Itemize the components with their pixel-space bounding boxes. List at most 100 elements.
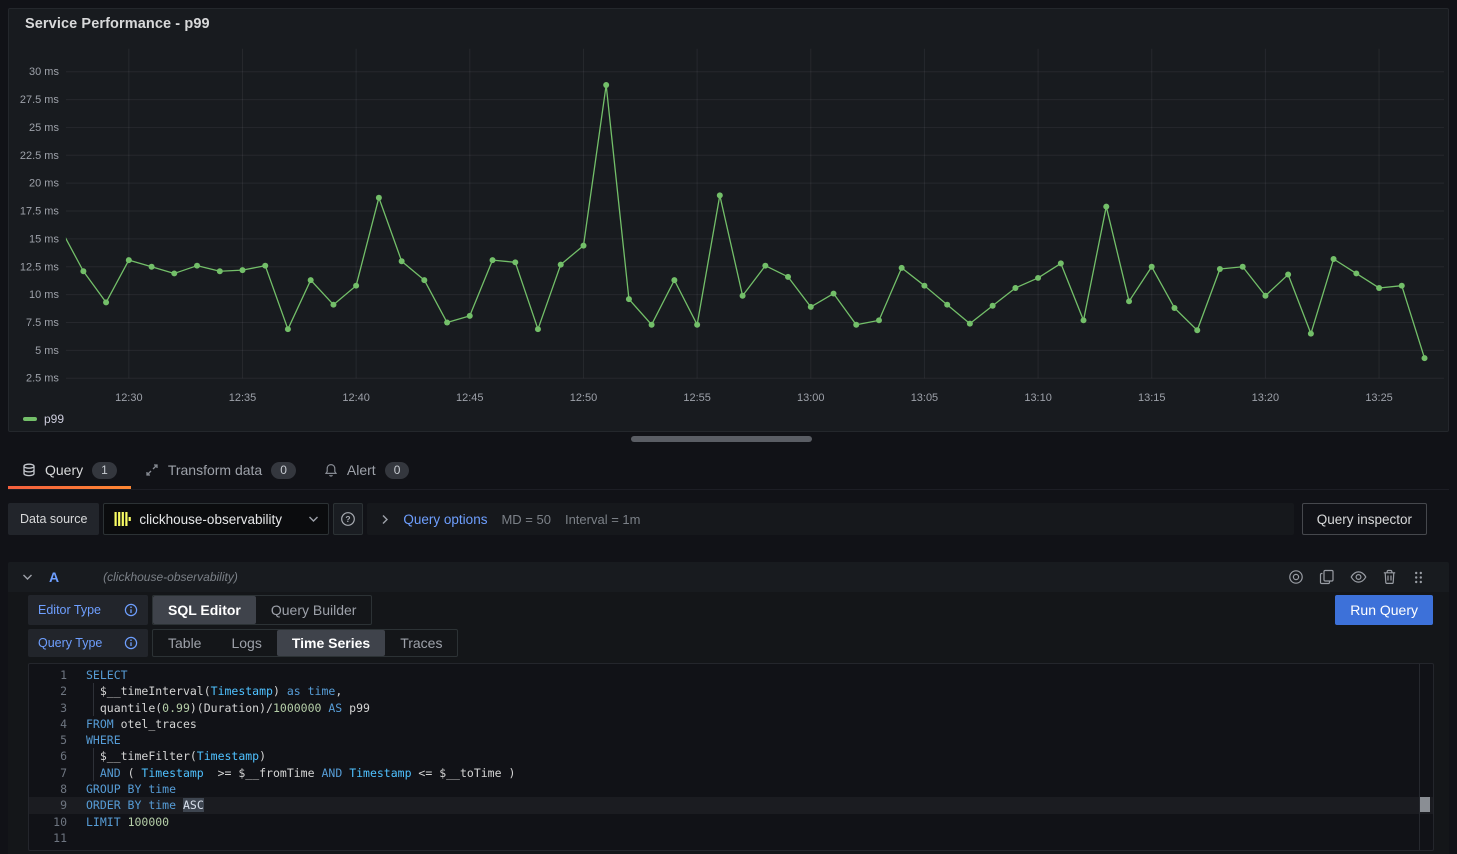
data-point (262, 263, 268, 269)
info-icon[interactable] (124, 603, 138, 617)
drag-handle-icon[interactable] (1412, 570, 1425, 585)
data-point (853, 322, 859, 328)
data-point (558, 262, 564, 268)
editor-type-query-builder[interactable]: Query Builder (256, 596, 372, 624)
svg-text:12:40: 12:40 (342, 392, 369, 404)
data-point (649, 322, 655, 328)
chevron-right-icon[interactable] (381, 514, 389, 525)
query-row-actions (1288, 569, 1425, 585)
data-point (330, 302, 336, 308)
datasource-help-button[interactable]: ? (333, 503, 363, 535)
svg-text:13:20: 13:20 (1252, 392, 1279, 404)
editor-cursor-marker (1420, 797, 1430, 812)
legend-series-swatch (23, 417, 37, 421)
svg-text:2.5 ms: 2.5 ms (26, 373, 59, 385)
svg-text:12:35: 12:35 (229, 392, 256, 404)
data-point (717, 192, 723, 198)
datasource-selected-value: clickhouse-observability (139, 512, 300, 527)
code-line[interactable]: 10LIMIT 100000 (29, 814, 1433, 830)
data-point (1240, 264, 1246, 270)
datasource-label: Data source (8, 503, 99, 535)
data-point (1376, 285, 1382, 291)
query-type-row: Query Type Table Logs Time Series Traces (28, 629, 1433, 657)
datasource-picker[interactable]: clickhouse-observability (103, 503, 329, 535)
query-type-time-series[interactable]: Time Series (277, 630, 385, 656)
editor-type-segmented-control: SQL Editor Query Builder (152, 595, 372, 625)
data-point (1353, 270, 1359, 276)
chevron-down-icon (308, 515, 319, 523)
data-point (1103, 204, 1109, 210)
code-line[interactable]: 4FROM otel_traces (29, 716, 1433, 732)
panel-title[interactable]: Service Performance - p99 (25, 16, 210, 32)
data-point (831, 291, 837, 297)
data-point (149, 264, 155, 270)
axis-labels: 2.5 ms5 ms7.5 ms10 ms12.5 ms15 ms17.5 ms… (20, 66, 1393, 404)
data-point (967, 321, 973, 327)
code-line[interactable]: 5WHERE (29, 732, 1433, 748)
query-type-traces[interactable]: Traces (385, 630, 457, 656)
tab-transform-label: Transform data (168, 462, 262, 478)
clickhouse-logo-icon (113, 510, 131, 528)
collapse-chevron-icon[interactable] (22, 573, 33, 581)
data-point (308, 277, 314, 283)
horizontal-scrollbar-track (8, 435, 1449, 445)
query-options-toggle[interactable]: Query options (403, 512, 487, 527)
data-point (808, 304, 814, 310)
svg-text:12:55: 12:55 (683, 392, 710, 404)
svg-text:30 ms: 30 ms (29, 66, 59, 78)
legend-series-label[interactable]: p99 (44, 412, 64, 426)
query-inspector-button[interactable]: Query inspector (1302, 503, 1427, 535)
code-line[interactable]: 2 $__timeInterval(Timestamp) as time, (29, 683, 1433, 699)
data-point (876, 317, 882, 323)
svg-text:12:45: 12:45 (456, 392, 483, 404)
data-point (1012, 285, 1018, 291)
run-query-button[interactable]: Run Query (1335, 595, 1433, 625)
svg-text:10 ms: 10 ms (29, 289, 59, 301)
tab-query[interactable]: Query 1 (8, 454, 131, 489)
svg-text:13:25: 13:25 (1365, 392, 1392, 404)
line-number: 10 (29, 814, 67, 830)
delete-query-trash-icon[interactable] (1382, 569, 1397, 585)
query-row-header[interactable]: A (clickhouse-observability) (8, 562, 1449, 592)
data-point (762, 263, 768, 269)
tab-alert[interactable]: Alert 0 (310, 454, 423, 489)
horizontal-scrollbar-thumb[interactable] (631, 436, 812, 442)
data-point (285, 326, 291, 332)
line-number: 7 (29, 765, 67, 781)
timeseries-chart[interactable]: 2.5 ms5 ms7.5 ms10 ms12.5 ms15 ms17.5 ms… (9, 9, 1448, 431)
query-type-label: Query Type (38, 636, 102, 650)
query-type-table[interactable]: Table (153, 630, 216, 656)
code-line[interactable]: 9ORDER BY time ASC (29, 797, 1433, 813)
code-line[interactable]: 11 (29, 830, 1433, 846)
series-line (61, 85, 1425, 358)
svg-text:17.5 ms: 17.5 ms (20, 206, 60, 218)
editor-type-sql-editor[interactable]: SQL Editor (153, 596, 256, 624)
sql-code-editor[interactable]: 1SELECT2 $__timeInterval(Timestamp) as t… (28, 663, 1434, 851)
line-number: 11 (29, 830, 67, 846)
data-point (1126, 298, 1132, 304)
code-line[interactable]: 6 $__timeFilter(Timestamp) (29, 748, 1433, 764)
tab-transform-data[interactable]: Transform data 0 (131, 454, 310, 489)
disable-query-icon[interactable] (1288, 569, 1304, 585)
info-icon[interactable] (124, 636, 138, 650)
code-line[interactable]: 7 AND ( Timestamp >= $__fromTime AND Tim… (29, 765, 1433, 781)
code-line[interactable]: 8GROUP BY time (29, 781, 1433, 797)
timeseries-panel: Service Performance - p99 2.5 ms5 ms7.5 … (8, 8, 1449, 432)
data-point (921, 283, 927, 289)
code-line[interactable]: 3 quantile(0.99)(Duration)/1000000 AS p9… (29, 700, 1433, 716)
data-point (671, 277, 677, 283)
query-type-logs[interactable]: Logs (216, 630, 276, 656)
data-point (1399, 283, 1405, 289)
data-point (376, 195, 382, 201)
data-point (80, 268, 86, 274)
code-line[interactable]: 1SELECT (29, 667, 1433, 683)
svg-text:27.5 ms: 27.5 ms (20, 94, 60, 106)
query-options-strip: Query options MD = 50 Interval = 1m (367, 503, 1293, 535)
line-number: 5 (29, 732, 67, 748)
hide-query-eye-icon[interactable] (1350, 569, 1367, 585)
database-icon (22, 463, 36, 477)
duplicate-query-icon[interactable] (1319, 569, 1335, 585)
data-point (194, 263, 200, 269)
data-point (217, 268, 223, 274)
data-point (1194, 327, 1200, 333)
